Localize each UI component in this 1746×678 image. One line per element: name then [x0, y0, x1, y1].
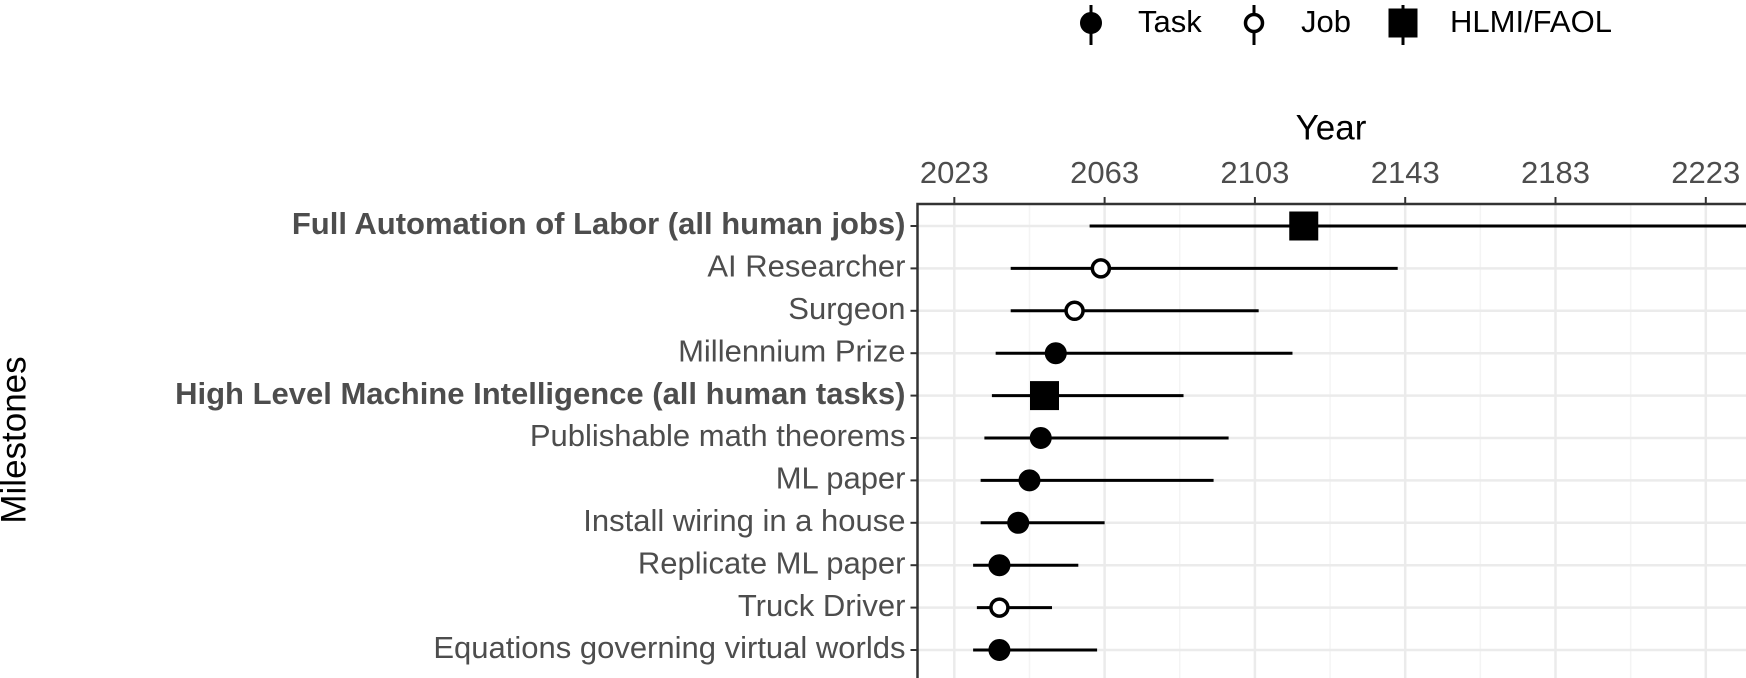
point — [1029, 381, 1059, 411]
y-tick-label: High Level Machine Intelligence (all hum… — [175, 376, 905, 411]
y-tick-label: Truck Driver — [738, 588, 906, 623]
panel-background — [917, 204, 1746, 678]
legend-label: Job — [1301, 4, 1351, 39]
point — [988, 639, 1011, 661]
point — [1090, 258, 1112, 279]
y-tick-label: ML paper — [776, 461, 906, 496]
y-tick-label: Equations governing virtual worlds — [433, 630, 905, 665]
point — [1029, 427, 1052, 449]
x-tick-label: 2023 — [920, 155, 989, 190]
legend-label: Task — [1138, 4, 1202, 39]
point — [1064, 300, 1085, 322]
data-layer — [973, 211, 1746, 661]
point — [1044, 342, 1067, 365]
point — [1007, 511, 1030, 534]
x-tick-label: 2063 — [1070, 155, 1139, 190]
y-axis-title: Milestones — [0, 356, 33, 523]
y-tick-label: AI Researcher — [707, 249, 905, 284]
y-tick-label: Replicate ML paper — [638, 545, 906, 580]
legend-label: HLMI/FAOL — [1450, 4, 1612, 39]
y-tick-label: Install wiring in a house — [583, 503, 905, 538]
point — [988, 554, 1011, 577]
x-axis-title: Year — [1296, 108, 1367, 147]
point — [989, 597, 1010, 618]
point — [1289, 211, 1319, 241]
point — [1243, 12, 1265, 34]
y-tick-label: Publishable math theorems — [530, 418, 906, 453]
point — [1018, 469, 1041, 492]
point — [1080, 12, 1102, 34]
x-tick-label: 2143 — [1371, 155, 1440, 190]
x-tick-label: 2103 — [1220, 155, 1289, 190]
y-tick-label: Surgeon — [788, 291, 905, 326]
y-tick-label: Full Automation of Labor (all human jobs… — [292, 206, 906, 241]
x-tick-label: 2183 — [1521, 155, 1590, 190]
point — [1388, 8, 1418, 38]
panel-border — [916, 202, 1746, 678]
x-tick-label: 2223 — [1671, 155, 1740, 190]
y-tick-label: Millennium Prize — [678, 333, 905, 368]
